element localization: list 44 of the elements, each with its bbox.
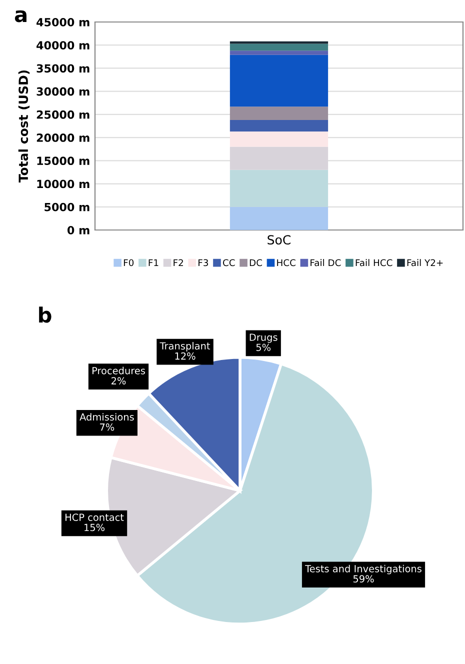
data-label: 59% <box>353 575 374 582</box>
bar <box>230 44 328 51</box>
y-tick-label: 30000 m <box>36 87 90 96</box>
y-tick-label: 35000 m <box>36 64 90 73</box>
y-tick-label: 45000 m <box>36 18 90 26</box>
slice-label: Procedures <box>92 366 145 374</box>
slice-label: Transplant <box>160 342 210 352</box>
bar <box>230 50 328 55</box>
y-tick-label: 20000 m <box>36 134 90 142</box>
legend-label: Fail DC <box>310 259 341 266</box>
y-tick-label: 15000 m <box>37 156 90 166</box>
chart-title: b <box>39 306 52 323</box>
legend-label: F1 <box>148 259 158 266</box>
slice-label: Drugs <box>250 334 278 343</box>
data-label: 2% <box>112 377 126 384</box>
data-label: 7% <box>100 423 114 431</box>
slice-label: Tests and Investigations <box>305 564 422 574</box>
legend-label: F2 <box>174 259 183 266</box>
y-axis-title: Total cost (USD) <box>18 70 30 183</box>
slice-label: HCP contact <box>66 514 124 521</box>
x-tick-label: SoC <box>268 235 290 245</box>
slice-label: Admissions <box>80 413 134 421</box>
legend-label: Fail Y2+ <box>407 259 443 266</box>
legend-label: CC <box>223 259 235 266</box>
bar <box>230 106 328 120</box>
bar <box>230 170 328 207</box>
legend-label: HCC <box>277 259 296 266</box>
y-tick-label: 10000 m <box>37 180 90 188</box>
legend-label: Fail HCC <box>356 259 392 266</box>
y-tick-label: 40000 m <box>36 41 90 50</box>
bar <box>230 120 328 132</box>
chart-title: a <box>14 10 26 22</box>
data-label: 15% <box>84 524 105 532</box>
bar <box>230 132 328 147</box>
data-label: 5% <box>256 344 271 352</box>
legend-label: F0 <box>124 259 134 266</box>
legend-label: F3 <box>198 259 208 266</box>
y-tick-label: 0 m <box>67 226 90 234</box>
data-label: 12% <box>175 352 196 360</box>
legend-label: DC <box>250 259 262 266</box>
y-tick-label: 25000 m <box>36 110 90 119</box>
bar <box>230 54 328 107</box>
y-tick-label: 5000 m <box>44 202 90 212</box>
bar <box>230 206 328 230</box>
